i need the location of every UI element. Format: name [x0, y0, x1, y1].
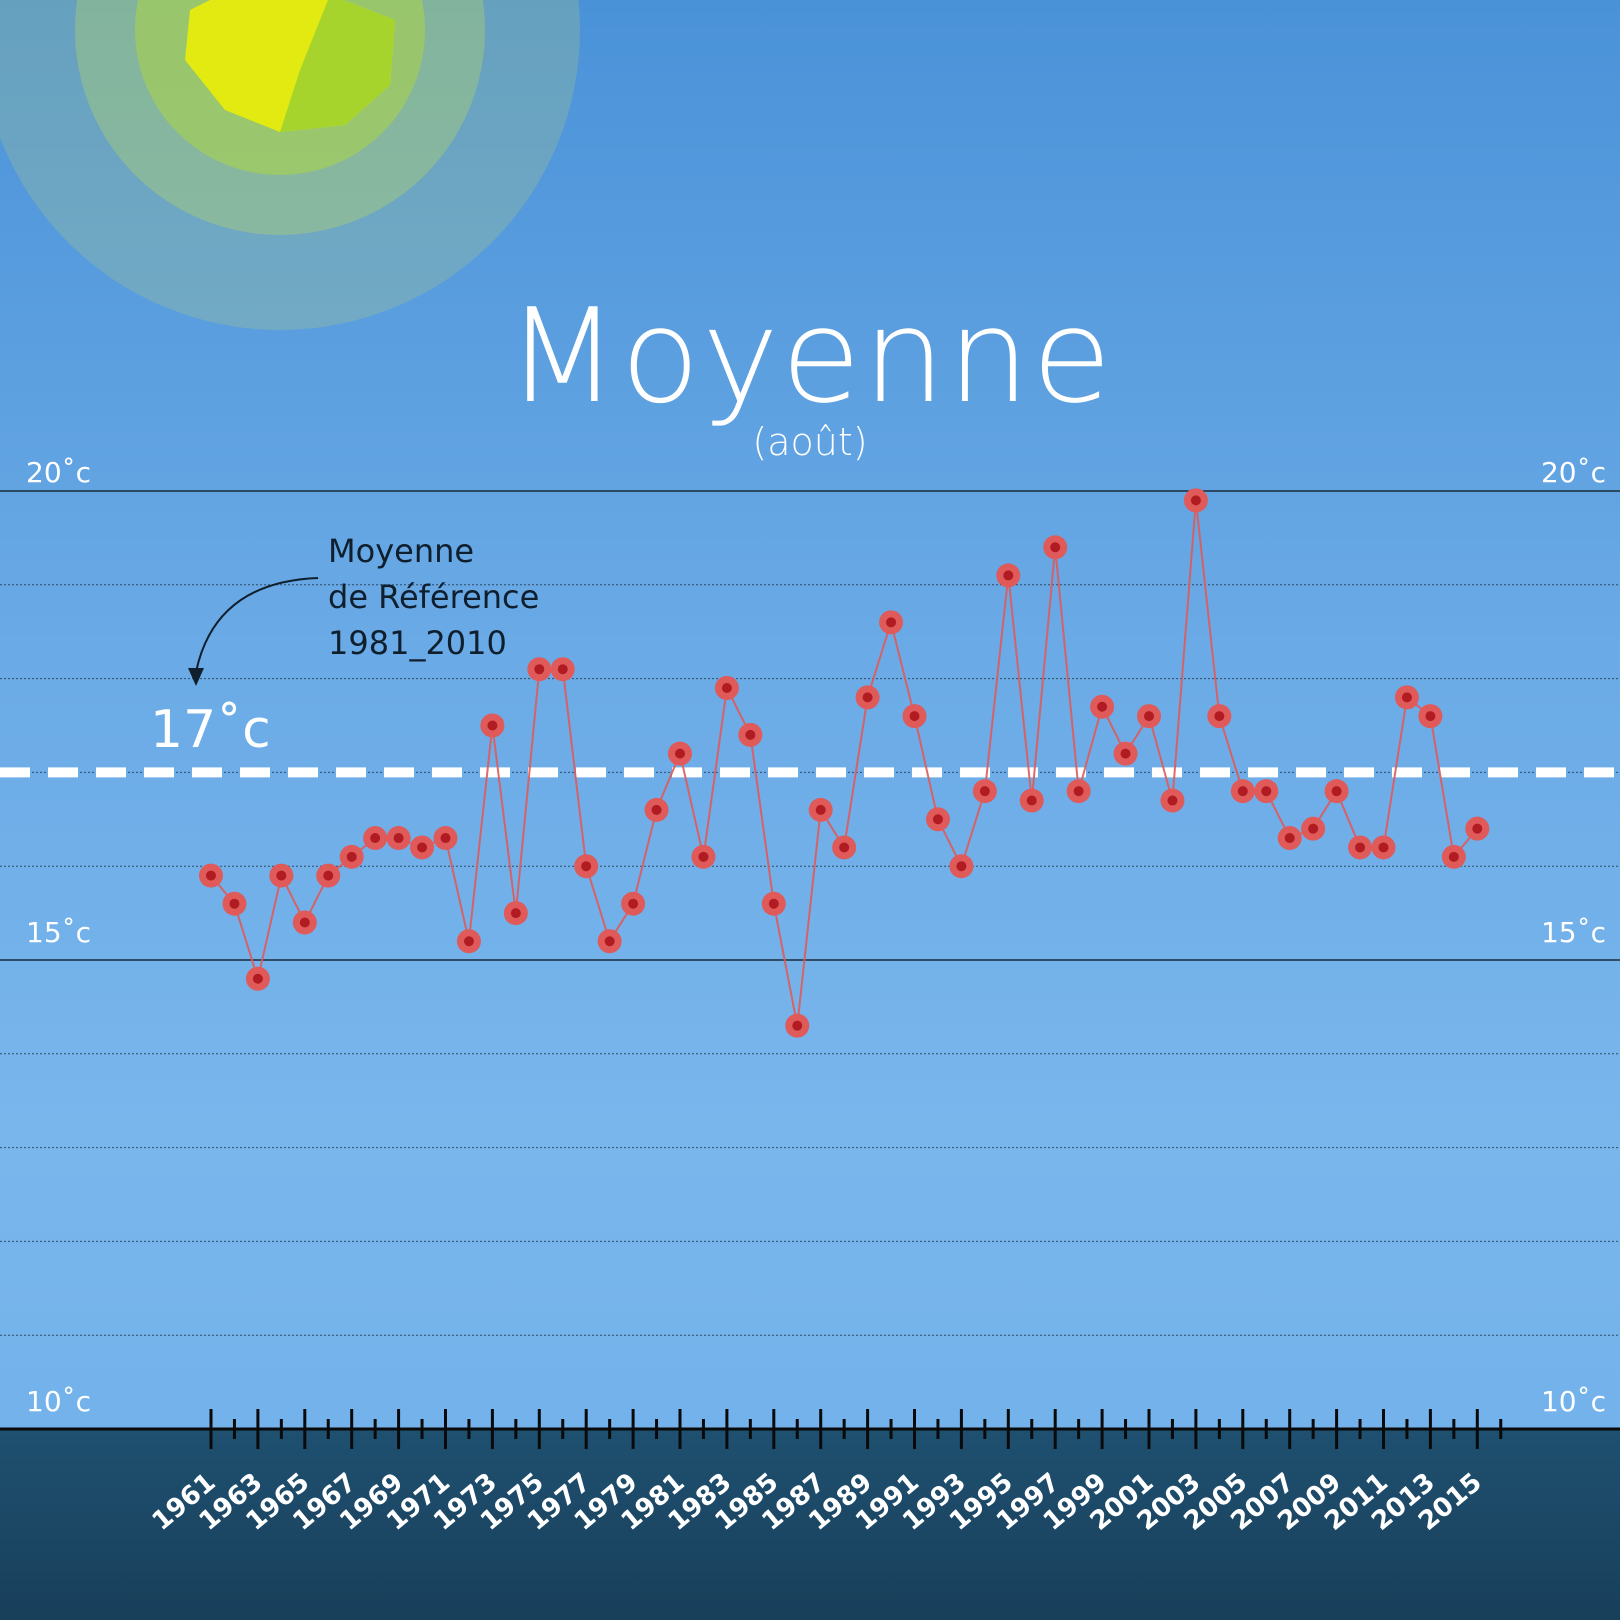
data-point — [480, 713, 505, 738]
reference-line-2: de Référence — [328, 578, 540, 616]
data-point — [550, 657, 575, 682]
data-point — [222, 891, 247, 916]
data-point — [808, 797, 833, 822]
data-point — [691, 844, 716, 869]
y-label-10-right: 10˚c — [1540, 1385, 1606, 1418]
data-point — [1371, 835, 1396, 860]
data-point — [738, 722, 763, 747]
reference-value-label: 17˚c — [150, 700, 271, 760]
data-point — [785, 1013, 810, 1038]
reference-arrow — [188, 577, 319, 686]
reference-line-3: 1981_2010 — [328, 624, 507, 662]
data-point — [1137, 704, 1161, 729]
data-point — [1113, 741, 1138, 766]
data-points — [199, 488, 1490, 1038]
data-point — [1043, 535, 1068, 560]
data-point — [1348, 835, 1373, 860]
data-point — [855, 685, 880, 710]
data-point — [269, 863, 294, 888]
y-label-15-right: 15˚c — [1540, 916, 1606, 949]
data-point — [503, 901, 528, 926]
data-point — [1207, 704, 1232, 729]
data-point — [949, 854, 974, 879]
y-label-10-left: 10˚c — [26, 1385, 92, 1418]
data-point — [1066, 779, 1091, 804]
data-point — [1324, 779, 1349, 804]
data-point — [668, 741, 692, 766]
data-point — [761, 891, 786, 916]
data-point — [1230, 779, 1255, 804]
data-point — [1160, 788, 1185, 813]
data-point — [644, 797, 669, 822]
data-point — [1090, 694, 1115, 719]
data-point — [621, 891, 646, 916]
data-point — [996, 563, 1021, 588]
chart-subtitle: (août) — [752, 420, 868, 464]
data-point — [386, 826, 411, 851]
data-point — [574, 854, 599, 879]
data-point — [339, 844, 364, 869]
y-label-15-left: 15˚c — [26, 916, 92, 949]
data-point — [902, 704, 927, 729]
data-point — [456, 929, 481, 954]
data-point — [972, 779, 997, 804]
data-point — [1183, 488, 1208, 513]
sun-icon — [0, 0, 580, 330]
y-label-20-left: 20˚c — [26, 456, 92, 489]
reference-annotation: Moyenne de Référence 1981_2010 — [328, 528, 539, 666]
data-point — [1394, 685, 1419, 710]
data-point — [245, 966, 270, 991]
data-point — [292, 910, 317, 935]
data-point — [433, 826, 458, 851]
data-point — [410, 835, 435, 860]
data-point — [879, 610, 904, 635]
chart-title: Moyenne — [506, 280, 1114, 432]
y-label-20-right: 20˚c — [1540, 456, 1606, 489]
data-point — [1019, 788, 1044, 813]
data-point — [1465, 816, 1490, 841]
data-point — [714, 675, 739, 700]
data-point — [363, 826, 388, 851]
data-point — [832, 835, 857, 860]
data-point — [1441, 844, 1466, 869]
x-axis-band — [0, 1430, 1620, 1620]
data-point — [199, 863, 223, 888]
reference-line-1: Moyenne — [328, 532, 475, 570]
data-point — [597, 929, 622, 954]
data-point — [925, 807, 950, 832]
data-point — [316, 863, 341, 888]
data-point — [1277, 826, 1302, 851]
data-point — [527, 657, 552, 682]
data-point — [1301, 816, 1326, 841]
data-point — [1254, 779, 1279, 804]
data-point — [1418, 704, 1443, 729]
